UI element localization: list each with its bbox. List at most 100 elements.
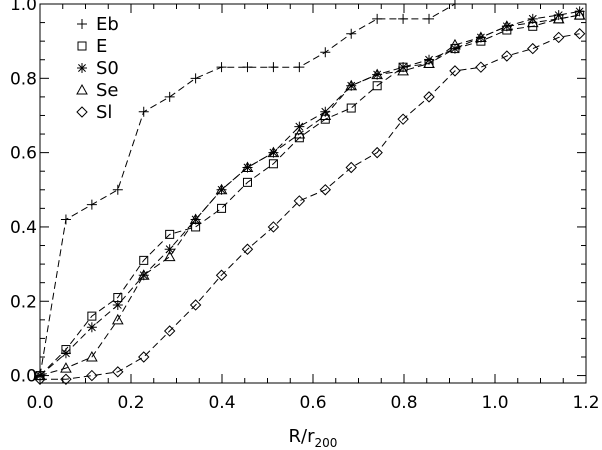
data-point-se xyxy=(500,20,513,31)
data-point-eb xyxy=(60,214,71,225)
data-point-sl xyxy=(319,184,331,196)
data-point-eb xyxy=(112,184,123,195)
data-point-sl xyxy=(189,299,202,311)
data-point-sl xyxy=(397,113,409,125)
data-point-s0 xyxy=(216,184,227,195)
axes xyxy=(39,3,587,384)
data-point-se xyxy=(475,31,487,42)
data-point-s0 xyxy=(164,244,175,255)
data-point-e xyxy=(87,311,97,321)
series-line-se xyxy=(39,14,580,377)
data-point-eb xyxy=(164,91,175,102)
data-point-se xyxy=(241,161,254,172)
x-tick-label: 0.2 xyxy=(117,393,144,413)
data-point-eb xyxy=(398,13,409,24)
data-point-se xyxy=(552,12,565,24)
data-point-sl xyxy=(267,221,280,233)
y-tick-label: 0.0 xyxy=(10,367,37,387)
data-point-sl xyxy=(573,28,586,40)
data-point-sl xyxy=(60,373,72,385)
data-point-s0 xyxy=(35,370,45,381)
x-axis-title-subscript: 200 xyxy=(315,436,338,450)
data-point-se xyxy=(267,146,280,158)
data-point-s0 xyxy=(398,62,409,73)
data-point-eb xyxy=(242,62,253,73)
data-point-eb xyxy=(138,106,149,117)
legend-marker-eb xyxy=(77,19,87,29)
data-point-s0 xyxy=(501,21,512,32)
y-tick-label: 0.6 xyxy=(10,144,37,164)
x-tick-label: 0.4 xyxy=(208,393,235,413)
data-point-e xyxy=(139,255,149,265)
x-tick-label: 1.2 xyxy=(572,393,599,413)
legend-label-se: Se xyxy=(96,80,119,101)
data-point-s0 xyxy=(574,6,585,17)
data-point-sl xyxy=(475,61,487,73)
x-tick-label: 0.8 xyxy=(390,393,417,413)
x-axis-title-main: R/r xyxy=(289,426,316,447)
data-point-se xyxy=(371,68,384,80)
data-point-sl xyxy=(527,42,539,55)
data-point-s0 xyxy=(242,162,253,173)
data-point-s0 xyxy=(60,348,71,359)
data-point-eb xyxy=(372,13,383,24)
legend-marker-se xyxy=(76,83,88,95)
series-markers xyxy=(34,0,586,385)
data-point-sl xyxy=(345,161,357,174)
y-tick-label: 0.8 xyxy=(10,69,37,89)
x-tick-label: 0.0 xyxy=(26,393,53,413)
data-point-s0 xyxy=(112,299,123,310)
data-point-se xyxy=(163,250,176,262)
legend-marker-sl xyxy=(76,106,88,118)
data-point-sl xyxy=(138,351,150,363)
data-point-sl xyxy=(423,91,435,103)
y-tick-label: 0.4 xyxy=(10,218,37,238)
data-point-s0 xyxy=(268,147,279,158)
data-point-eb xyxy=(268,62,279,73)
data-point-sl xyxy=(371,146,383,159)
data-point-sl xyxy=(112,366,124,378)
data-point-e xyxy=(346,103,356,113)
data-point-s0 xyxy=(138,270,149,281)
data-point-se xyxy=(345,79,358,91)
data-point-se xyxy=(449,38,461,50)
legend-marker-s0 xyxy=(77,63,87,73)
data-point-s0 xyxy=(346,80,357,91)
data-point-se xyxy=(137,269,150,280)
series-line-e xyxy=(39,14,580,376)
legend-label-s0: S0 xyxy=(96,58,119,79)
data-point-s0 xyxy=(320,106,331,117)
x-tick-label: 1.0 xyxy=(481,393,508,413)
y-tick-label: 1.0 xyxy=(10,0,37,15)
data-point-sl xyxy=(552,31,565,44)
data-point-s0 xyxy=(190,214,201,225)
data-point-sl xyxy=(501,50,513,62)
data-point-eb xyxy=(190,73,201,84)
plot-frame xyxy=(39,3,587,384)
y-tick-label: 0.2 xyxy=(10,292,37,312)
data-point-se xyxy=(215,183,228,195)
data-point-eb xyxy=(424,13,435,24)
data-point-e xyxy=(372,81,382,91)
data-point-sl xyxy=(449,65,461,77)
data-point-eb xyxy=(86,199,97,210)
data-point-se xyxy=(86,350,98,362)
data-point-sl xyxy=(163,325,176,337)
data-point-s0 xyxy=(86,322,97,333)
data-point-se xyxy=(526,16,539,28)
data-point-se xyxy=(34,369,46,381)
x-axis-title: R/r200 xyxy=(289,426,338,450)
data-point-s0 xyxy=(424,54,435,65)
legend-label-eb: Eb xyxy=(96,14,119,35)
data-point-se xyxy=(60,362,72,373)
data-point-sl xyxy=(293,195,306,207)
data-point-s0 xyxy=(527,13,538,24)
data-point-s0 xyxy=(294,121,305,132)
data-point-se xyxy=(319,109,332,120)
data-point-e xyxy=(268,159,278,169)
data-point-eb xyxy=(449,0,460,9)
data-point-sl xyxy=(34,373,46,385)
data-point-se xyxy=(573,9,586,20)
ticks: 0.0 0.2 0.4 0.6 0.8 1.0 1.2 0.0 0.2 0.4 0.6 0.8 1.0 xyxy=(10,0,600,413)
data-point-se xyxy=(293,128,306,139)
